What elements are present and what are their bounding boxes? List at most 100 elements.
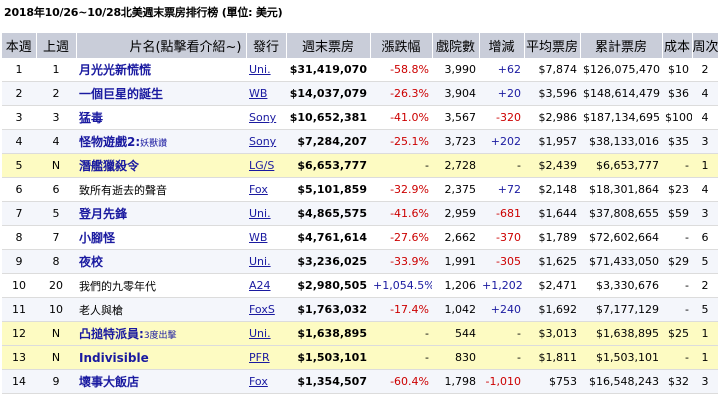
weeks-cell: 3 bbox=[692, 201, 718, 226]
distributor-link[interactable]: Sony bbox=[249, 111, 277, 124]
distributor-cell: Fox bbox=[246, 369, 286, 394]
col-header-distributor: 發行 bbox=[245, 33, 286, 58]
movie-title-link[interactable]: 夜校 bbox=[79, 255, 104, 269]
title-cell: 一個巨星的誕生 bbox=[76, 81, 246, 106]
budget-cell: $25 bbox=[662, 321, 692, 346]
theater-delta-cell: +1,202 bbox=[479, 273, 524, 298]
distributor-link[interactable]: PFR bbox=[249, 351, 270, 364]
theaters-cell: 1,991 bbox=[432, 249, 479, 274]
theaters-cell: 3,990 bbox=[432, 58, 479, 82]
table-row: 12 N 凸搥特派員:3度出擊 Uni. $1,638,895-544- $3,013 $1… bbox=[2, 321, 718, 346]
page-title: 2018年10/26~10/28北美週末票房排行榜 (單位: 美元) bbox=[4, 6, 283, 19]
movie-title-link[interactable]: 凸搥特派員: bbox=[79, 327, 144, 341]
weeks-cell: 5 bbox=[692, 249, 718, 274]
theaters-cell: 1,042 bbox=[432, 297, 479, 322]
header-row: 本週 上週 片名(點擊看介紹~) 發行 週末票房 漲跌幅 戲院數 增減 平均票房… bbox=[2, 33, 718, 58]
rank-cell: 7 bbox=[2, 201, 36, 226]
distributor-cell: LG/S bbox=[246, 153, 286, 178]
table-row: 4 4 怪物遊戲2:妖獸讚 Sony $7,284,207 -25.1% 3,723 +202… bbox=[2, 129, 718, 154]
distributor-cell: Uni. bbox=[246, 58, 286, 82]
distributor-link[interactable]: Fox bbox=[249, 375, 268, 388]
col-header-theater-delta: 增減 bbox=[478, 33, 524, 58]
total-gross-cell: $3,330,676 bbox=[580, 273, 662, 298]
col-header-weeks: 周次 bbox=[691, 33, 718, 58]
budget-cell: - bbox=[662, 297, 692, 322]
last-week-cell: N bbox=[36, 153, 76, 178]
distributor-cell: Fox bbox=[246, 177, 286, 202]
total-gross-cell: $18,301,864 bbox=[580, 177, 662, 202]
change-cell: -60.4% bbox=[370, 369, 432, 394]
movie-title-link[interactable]: 怪物遊戲2: bbox=[79, 135, 141, 149]
distributor-cell: Uni. bbox=[246, 201, 286, 226]
distributor-cell: WB bbox=[246, 81, 286, 106]
distributor-link[interactable]: WB bbox=[249, 231, 268, 244]
weekend-gross-cell: $10,652,381 bbox=[286, 105, 370, 130]
distributor-link[interactable]: Uni. bbox=[249, 327, 271, 340]
col-header-total-gross: 累計票房 bbox=[579, 33, 662, 58]
table-row: 8 7 小腳怪 WB $4,761,614 -27.6% 2,662 -370 $1,789 $7… bbox=[2, 225, 718, 250]
average-cell: $2,148 bbox=[524, 177, 580, 202]
change-cell: -25.1% bbox=[370, 129, 432, 154]
movie-subtitle: 妖獸讚 bbox=[140, 139, 168, 149]
movie-title-link[interactable]: 小腳怪 bbox=[79, 231, 116, 245]
movie-title-link[interactable]: 月光光新慌慌 bbox=[79, 63, 152, 77]
distributor-link[interactable]: Sony bbox=[249, 135, 277, 148]
title-cell: 我們的九零年代 bbox=[76, 273, 246, 298]
distributor-link[interactable]: LG/S bbox=[249, 159, 275, 172]
average-cell: $753 bbox=[524, 369, 580, 394]
weekend-gross-cell: $1,763,032 bbox=[286, 297, 370, 322]
theater-delta-cell: -320 bbox=[479, 105, 524, 130]
distributor-link[interactable]: Fox bbox=[249, 183, 268, 196]
distributor-link[interactable]: FoxS bbox=[249, 303, 275, 316]
change-cell: +1,054.5% bbox=[370, 273, 432, 298]
movie-title-link[interactable]: 潛艦獵殺令 bbox=[79, 159, 140, 173]
title-cell: 怪物遊戲2:妖獸讚 bbox=[76, 129, 246, 154]
average-cell: $3,596 bbox=[524, 81, 580, 106]
weeks-cell: 3 bbox=[692, 129, 718, 154]
last-week-cell: 6 bbox=[36, 177, 76, 202]
movie-title-link[interactable]: 一個巨星的誕生 bbox=[79, 87, 164, 101]
last-week-cell: N bbox=[36, 321, 76, 346]
rank-cell: 5 bbox=[2, 153, 36, 178]
distributor-link[interactable]: Uni. bbox=[249, 207, 271, 220]
table-row: 2 2 一個巨星的誕生 WB $14,037,079 -26.3% 3,904 +20 $3,5… bbox=[2, 81, 718, 106]
title-cell: 登月先鋒 bbox=[76, 201, 246, 226]
change-cell: - bbox=[370, 153, 432, 178]
movie-title-link[interactable]: 壞事大飯店 bbox=[79, 375, 140, 389]
budget-cell: $36 bbox=[662, 81, 692, 106]
col-header-change: 漲跌幅 bbox=[369, 33, 432, 58]
distributor-link[interactable]: WB bbox=[249, 87, 268, 100]
movie-title-link[interactable]: 致所有逝去的聲音 bbox=[79, 183, 167, 197]
box-office-table: 本週 上週 片名(點擊看介紹~) 發行 週末票房 漲跌幅 戲院數 增減 平均票房… bbox=[2, 33, 718, 394]
weekend-gross-cell: $4,865,575 bbox=[286, 201, 370, 226]
movie-title-link[interactable]: 猛毒 bbox=[79, 111, 104, 125]
budget-cell: $32 bbox=[662, 369, 692, 394]
distributor-link[interactable]: Uni. bbox=[249, 255, 271, 268]
average-cell: $2,986 bbox=[524, 105, 580, 130]
table-row: 5 N 潛艦獵殺令 LG/S $6,653,777-2,728- $2,439 $6,653… bbox=[2, 153, 718, 178]
last-week-cell: 4 bbox=[36, 129, 76, 154]
theaters-cell: 830 bbox=[432, 345, 479, 370]
last-week-cell: 20 bbox=[36, 273, 76, 298]
theater-delta-cell: +240 bbox=[479, 297, 524, 322]
distributor-link[interactable]: A24 bbox=[249, 279, 271, 292]
movie-title-link[interactable]: Indivisible bbox=[79, 350, 149, 365]
distributor-link[interactable]: Uni. bbox=[249, 63, 271, 76]
change-cell: -41.0% bbox=[370, 105, 432, 130]
col-header-last-week: 上週 bbox=[35, 33, 76, 58]
title-cell: 凸搥特派員:3度出擊 bbox=[76, 321, 246, 346]
theaters-cell: 2,959 bbox=[432, 201, 479, 226]
movie-title-link[interactable]: 老人與槍 bbox=[79, 303, 123, 317]
total-gross-cell: $7,177,129 bbox=[580, 297, 662, 322]
last-week-cell: 5 bbox=[36, 201, 76, 226]
change-cell: -27.6% bbox=[370, 225, 432, 250]
col-header-average: 平均票房 bbox=[523, 33, 580, 58]
movie-title-link[interactable]: 登月先鋒 bbox=[79, 207, 128, 221]
theater-delta-cell: -305 bbox=[479, 249, 524, 274]
movie-title-link[interactable]: 我們的九零年代 bbox=[79, 279, 156, 293]
theater-delta-cell: -1,010 bbox=[479, 369, 524, 394]
total-gross-cell: $38,133,016 bbox=[580, 129, 662, 154]
average-cell: $2,471 bbox=[524, 273, 580, 298]
last-week-cell: 1 bbox=[36, 58, 76, 82]
weeks-cell: 4 bbox=[692, 177, 718, 202]
